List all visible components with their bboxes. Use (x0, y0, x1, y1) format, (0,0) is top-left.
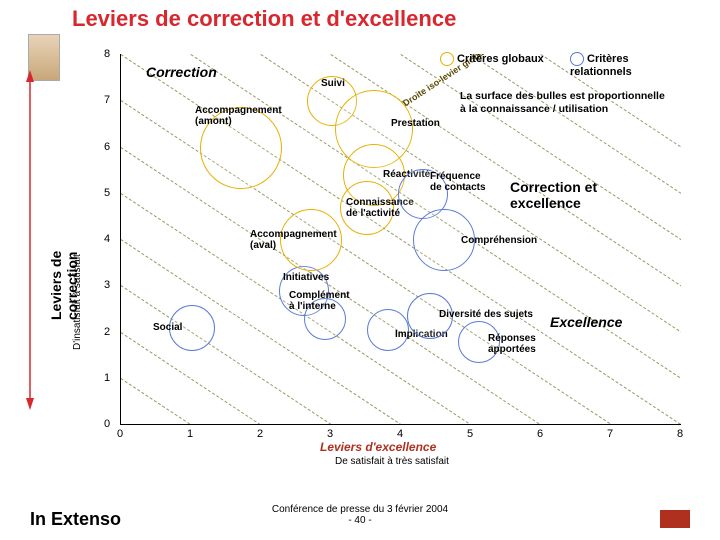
x-tick: 1 (187, 428, 193, 440)
x-axis-sub: De satisfait à très satisfait (335, 456, 449, 467)
x-tick: 6 (537, 428, 543, 440)
bubble-label: Compréhension (461, 235, 537, 246)
y-tick: 1 (104, 372, 110, 384)
bubble-label: Suivi (321, 78, 345, 89)
bubble-label: Prestation (391, 118, 440, 129)
x-axis-main: Leviers d'excellence (320, 440, 436, 454)
quadrant-correction: Correction (146, 64, 217, 80)
x-tick: 4 (397, 428, 403, 440)
bubble-label: Complémentà l'interne (289, 290, 350, 312)
y-tick: 8 (104, 48, 110, 60)
page-title: Leviers de correction et d'excellence (72, 6, 456, 32)
small-logo (660, 510, 690, 528)
y-tick: 4 (104, 233, 110, 245)
y-tick: 5 (104, 187, 110, 199)
y-tick: 7 (104, 94, 110, 106)
y-tick: 2 (104, 326, 110, 338)
bubble-label: Diversité des sujets (439, 309, 533, 320)
y-tick: 6 (104, 141, 110, 153)
x-tick: 7 (607, 428, 613, 440)
legend-globaux: Critères globaux (440, 52, 544, 66)
bubble-chart: Droite iso-levier globalSocialInitiative… (90, 54, 680, 454)
bubble-label: Réponsesapportées (488, 333, 536, 355)
x-tick: 3 (327, 428, 333, 440)
bubble-label: Fréquencede contacts (430, 171, 486, 193)
y-tick: 0 (104, 418, 110, 430)
quadrant-corr-exc: Correction etexcellence (510, 179, 597, 211)
quadrant-excellence: Excellence (550, 314, 622, 330)
bubble-label: Accompagnement(amont) (195, 105, 282, 127)
x-tick: 8 (677, 428, 683, 440)
bubble-label: Initiatives (283, 272, 329, 283)
y-axis-sub: D'insatisfait à satisfait (72, 254, 83, 350)
x-tick: 5 (467, 428, 473, 440)
x-tick: 0 (117, 428, 123, 440)
legend-rel: Critères relationnels (570, 52, 680, 78)
bubble-label: Social (153, 322, 182, 333)
y-tick: 3 (104, 279, 110, 291)
chart-note: La surface des bulles est proportionnell… (460, 90, 665, 115)
red-arrow (24, 70, 36, 410)
bubble-label: Accompagnement(aval) (250, 229, 337, 251)
x-tick: 2 (257, 428, 263, 440)
footer-info: Conférence de presse du 3 février 2004- … (0, 504, 720, 526)
